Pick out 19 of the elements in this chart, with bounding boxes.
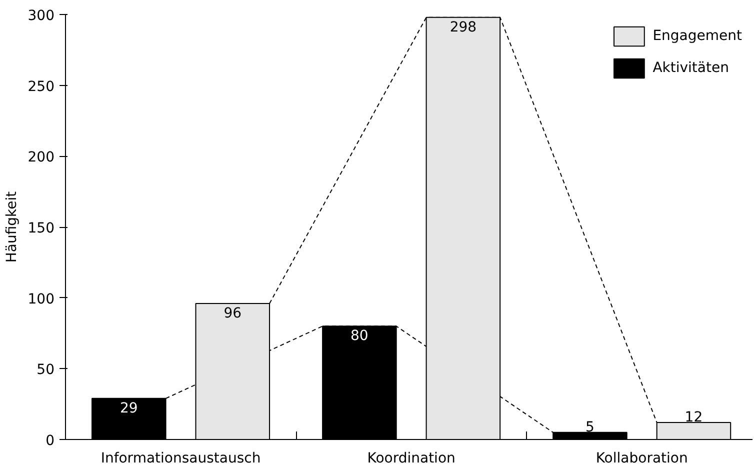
data-label: 80 [350, 328, 368, 344]
y-tick-label: 50 [36, 362, 55, 378]
x-tick-label: Kollaboration [596, 450, 688, 466]
y-tick-label: 150 [28, 220, 55, 236]
y-tick-label: 300 [28, 8, 55, 24]
data-label: 96 [224, 306, 242, 322]
data-label: 5 [586, 419, 594, 436]
x-tick-label: Koordination [367, 450, 456, 466]
data-label: 298 [450, 19, 477, 36]
legend-label: Aktivitäten [652, 60, 729, 76]
y-tick-label: 250 [28, 78, 55, 95]
y-axis-title: Häufigkeit [4, 190, 20, 263]
y-tick-label: 200 [28, 150, 55, 166]
data-label: 12 [684, 410, 703, 426]
legend-label: Engagement [652, 28, 742, 44]
y-tick-label: 0 [46, 433, 55, 449]
data-label: 29 [120, 400, 138, 416]
y-tick-label: 100 [28, 291, 55, 308]
x-tick-label: Informationsaustausch [100, 450, 261, 466]
